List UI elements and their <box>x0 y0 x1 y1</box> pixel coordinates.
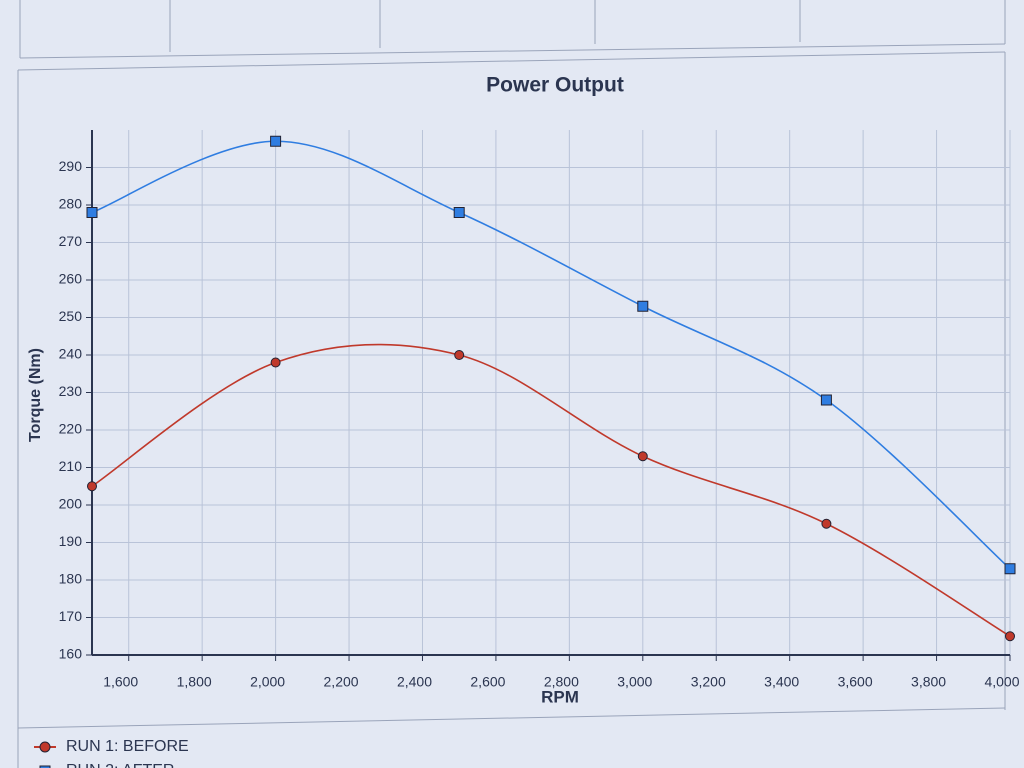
x-tick-label: 3,600 <box>838 674 873 690</box>
marker <box>453 207 465 218</box>
x-tick-label: 2,400 <box>397 674 432 690</box>
marker <box>821 518 832 529</box>
x-tick-label: 4,000 <box>984 674 1019 690</box>
legend-label: RUN 2: AFTER <box>66 762 174 768</box>
y-tick-label: 210 <box>59 458 83 474</box>
x-tick-label: 2,000 <box>250 674 285 690</box>
marker <box>637 300 649 312</box>
x-tick-label: 2,600 <box>470 674 505 690</box>
marker <box>454 350 465 360</box>
y-axis-label: Torque (Nm) <box>27 348 44 442</box>
x-tick-label: 1,600 <box>103 674 138 690</box>
marker <box>1005 631 1015 642</box>
y-tick-label: 250 <box>59 308 83 324</box>
legend-marker <box>39 765 51 768</box>
table-frame <box>17 0 1006 768</box>
legend-marker <box>39 741 51 753</box>
x-tick-label: 2,800 <box>544 674 579 690</box>
y-tick-label: 260 <box>59 271 83 287</box>
y-tick-label: 180 <box>59 571 83 587</box>
marker <box>87 481 97 492</box>
y-tick-label: 230 <box>59 383 83 399</box>
x-tick-label: 1,800 <box>177 674 212 690</box>
y-tick-label: 190 <box>59 533 83 549</box>
marker <box>86 207 98 218</box>
chart-title: Power Output <box>486 74 624 97</box>
x-tick-label: 3,400 <box>764 674 799 690</box>
y-tick-label: 220 <box>59 421 83 437</box>
x-tick-label: 2,200 <box>324 674 359 690</box>
series-line <box>91 343 1011 637</box>
y-tick-label: 240 <box>59 346 83 362</box>
marker <box>270 135 282 147</box>
y-tick-label: 270 <box>59 233 83 249</box>
y-tick-label: 170 <box>59 608 83 624</box>
y-tick-label: 200 <box>59 496 83 512</box>
x-tick-label: 3,800 <box>911 674 946 690</box>
x-tick-label: 3,000 <box>617 674 652 690</box>
marker <box>820 394 832 406</box>
marker <box>637 451 648 462</box>
x-tick-label: 3,200 <box>691 674 726 690</box>
marker <box>270 357 281 368</box>
y-tick-label: 280 <box>59 196 83 212</box>
legend-label: RUN 1: BEFORE <box>66 738 189 755</box>
marker <box>1004 563 1016 575</box>
series-line <box>91 140 1011 570</box>
y-tick-label: 290 <box>59 158 83 174</box>
x-axis-label: RPM <box>541 687 579 706</box>
y-tick-label: 160 <box>59 646 83 662</box>
